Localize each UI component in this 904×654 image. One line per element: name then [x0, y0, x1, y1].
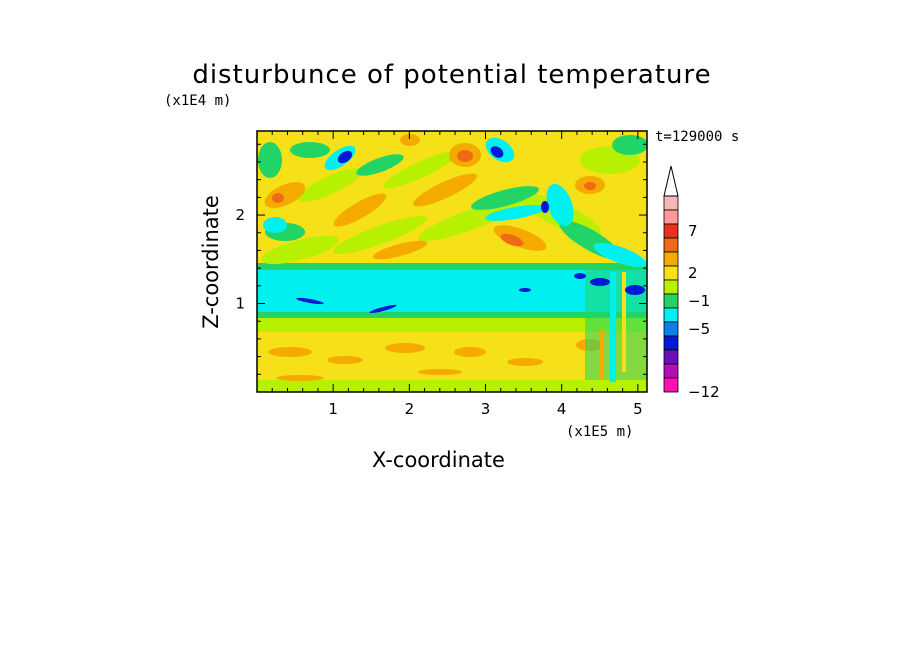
field-cyan-edge: [257, 262, 647, 270]
lower-orange-cells: [268, 339, 604, 381]
field-cyan-edge-low: [257, 312, 647, 318]
y-tick-label: 2: [235, 206, 245, 224]
colorbar: 7 2 −1 −5 −12: [663, 165, 720, 401]
x-tick-label: 5: [633, 400, 643, 418]
colorbar-swatch: [663, 195, 679, 211]
plot-frame: [256, 130, 648, 393]
colorbar-swatch: [663, 335, 679, 351]
field-bottom-band: [257, 380, 647, 392]
colorbar-swatch: [663, 349, 679, 365]
y-axis-unit: (x1E4 m): [164, 93, 232, 109]
x-tick-label: 1: [328, 400, 338, 418]
colorbar-swatch: [663, 293, 679, 309]
colorbar-label: −5: [688, 320, 710, 338]
colorbar-swatch: [663, 223, 679, 239]
x-tick-label: 3: [481, 400, 491, 418]
colorbar-extend-arrow: [663, 165, 679, 197]
y-tick-label: 1: [235, 295, 245, 313]
colorbar-label: −12: [688, 383, 720, 401]
x-tick-label: 4: [557, 400, 567, 418]
colorbar-label: 2: [688, 264, 698, 282]
colorbar-swatch: [663, 377, 679, 393]
colorbar-swatch: [663, 251, 679, 267]
heatmap-field: [257, 131, 647, 392]
field-green-band: [257, 318, 647, 332]
colorbar-swatch: [663, 237, 679, 253]
colorbar-swatch: [663, 265, 679, 281]
colorbar-swatch: [663, 307, 679, 323]
x-axis-label: X-coordinate: [372, 448, 505, 472]
colorbar-swatch: [663, 321, 679, 337]
colorbar-swatch: [663, 363, 679, 379]
upper-wave-field: [257, 131, 647, 268]
chart-title: disturbunce of potential temperature: [192, 60, 712, 90]
time-annotation: t=129000 s: [655, 129, 740, 145]
colorbar-swatch: [663, 279, 679, 295]
x-axis-unit: (x1E5 m): [566, 424, 634, 440]
colorbar-label: −1: [688, 292, 710, 310]
x-ticks: 1 2 3 4 5: [271, 131, 643, 418]
colorbar-swatch: [663, 209, 679, 225]
x-tick-label: 2: [405, 400, 415, 418]
y-ticks: 12: [235, 143, 647, 375]
colorbar-label: 7: [688, 222, 698, 240]
cyan-band-blue-cores: [296, 273, 645, 314]
